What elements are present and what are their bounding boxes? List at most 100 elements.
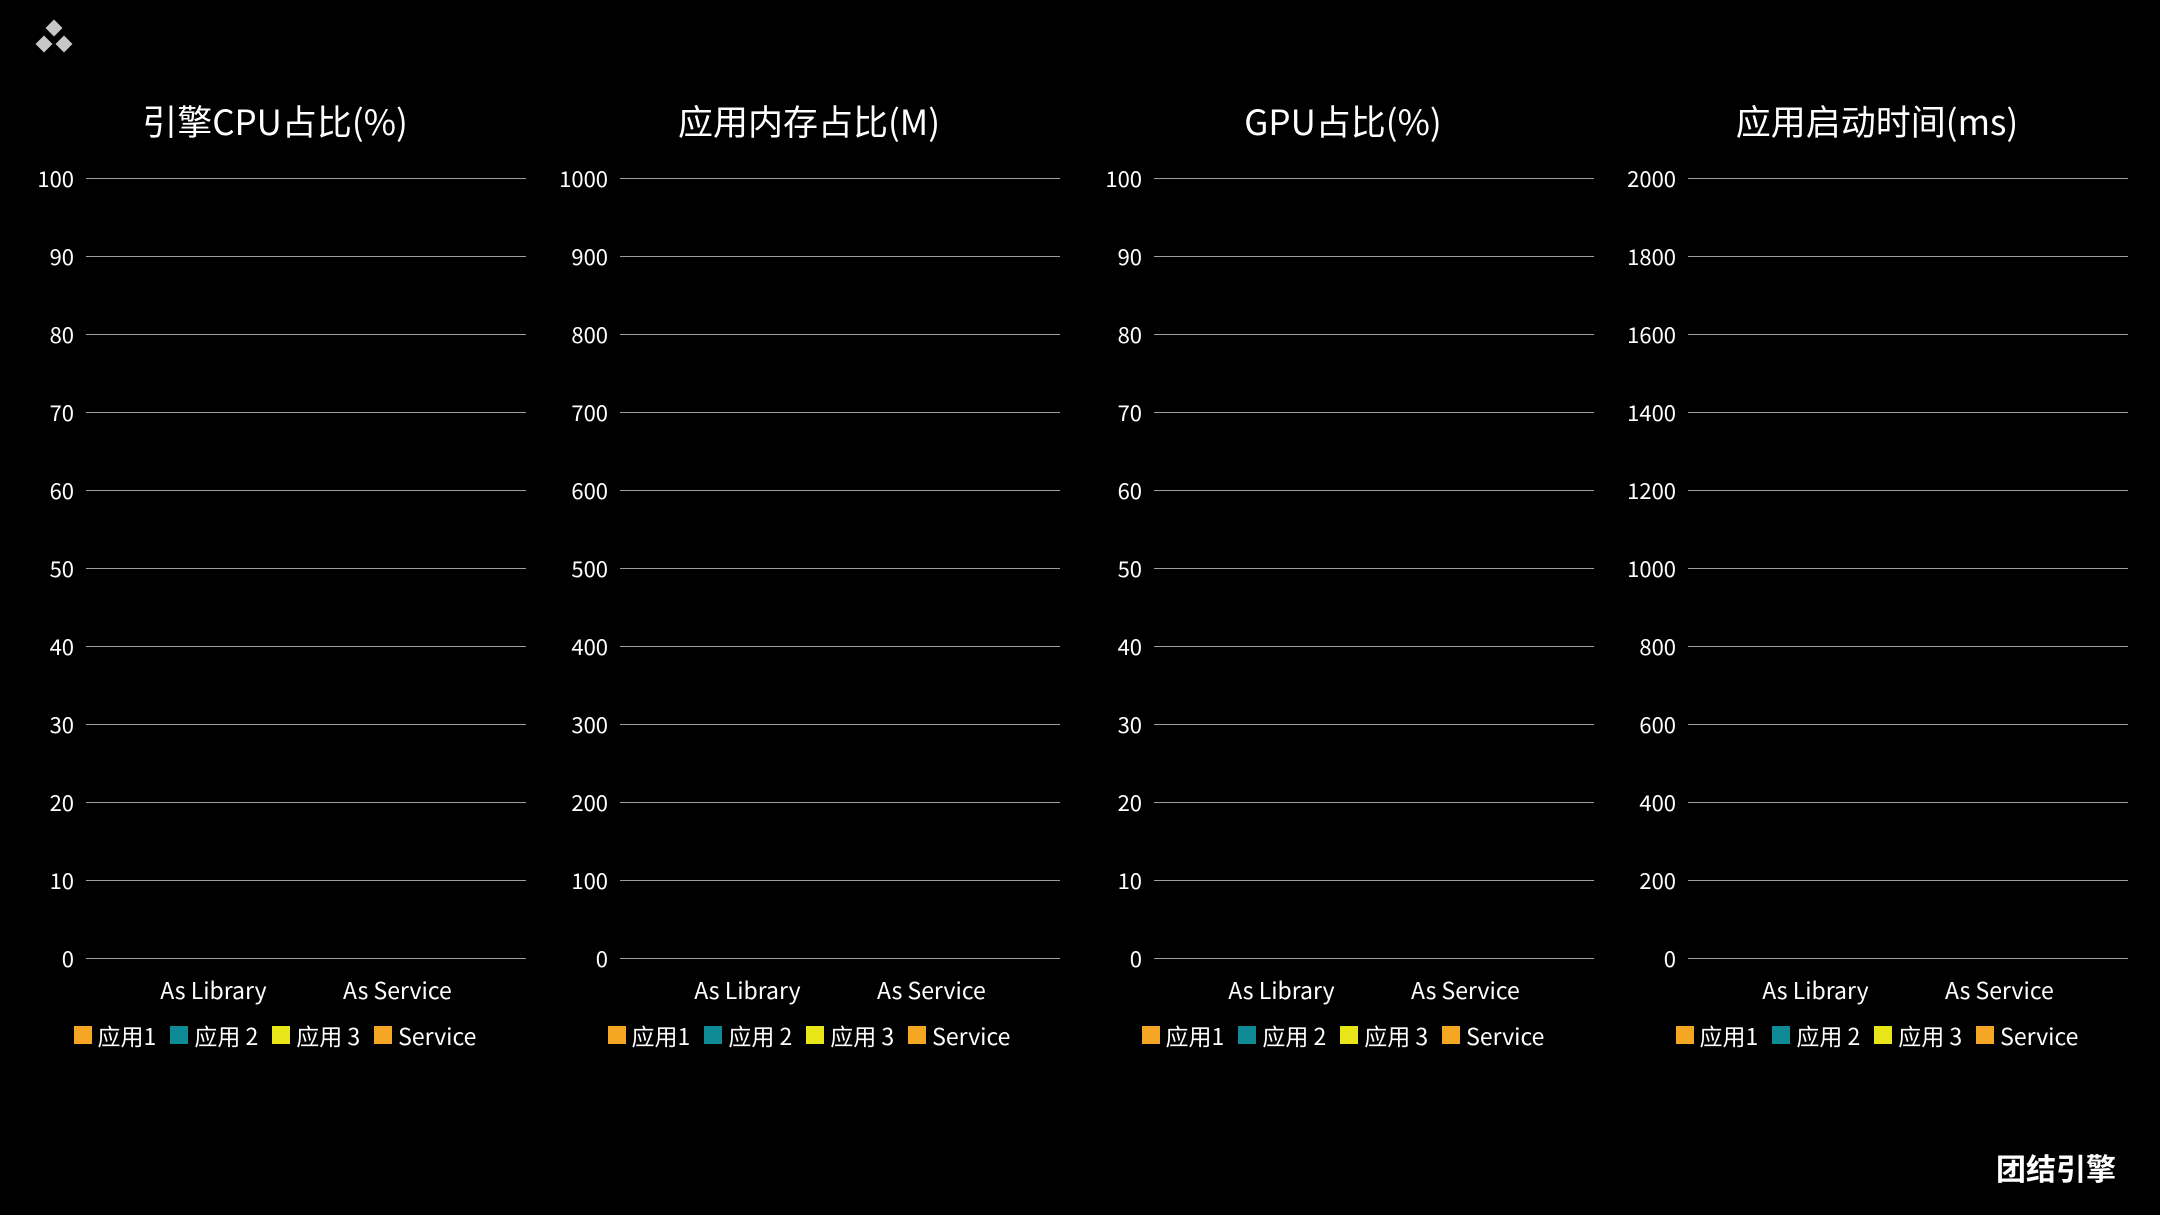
legend-label: 应用 3 [830, 1018, 894, 1052]
y-tick-label: 10 [50, 864, 74, 896]
plot-area: 0102030405060708090100 [1088, 178, 1598, 958]
y-tick-label: 40 [50, 630, 74, 662]
legend-swatch [1874, 1026, 1892, 1044]
legend-label: Service [1466, 1018, 1544, 1052]
chart-title: 引擎CPU占比(%) [20, 95, 530, 146]
legend-item: 应用 2 [1772, 1018, 1860, 1052]
plot [1688, 178, 2128, 958]
legend-label: 应用1 [98, 1018, 157, 1052]
legend: 应用1 应用 2 应用 3 Service [554, 1018, 1064, 1052]
legend-swatch [1772, 1026, 1790, 1044]
plot-area: 0102030405060708090100 [20, 178, 530, 958]
footer-brand: 团结引擎 [1996, 1145, 2116, 1189]
x-tick-label: As Service [877, 972, 986, 1006]
legend-swatch [704, 1026, 722, 1044]
y-tick-label: 0 [1130, 942, 1142, 974]
y-tick-label: 2000 [1627, 162, 1676, 194]
legend-swatch [374, 1026, 392, 1044]
stacked-bar-chart: 应用内存占比(M)0100200300400500600700800900100… [554, 95, 1064, 1052]
chart-title: 应用启动时间(ms) [1622, 95, 2132, 146]
x-tick-label: As Library [694, 972, 800, 1006]
x-axis-labels: As LibraryAs Service [86, 972, 526, 1006]
legend: 应用1应用 2应用 3Service [1088, 1018, 1598, 1052]
bar-group [1688, 178, 2128, 958]
bar-group [86, 178, 526, 958]
y-tick-label: 1000 [1627, 552, 1676, 584]
y-tick-label: 400 [571, 630, 608, 662]
y-tick-label: 10 [1118, 864, 1142, 896]
legend-label: Service [932, 1018, 1010, 1052]
legend-swatch [1238, 1026, 1256, 1044]
y-tick-label: 700 [571, 396, 608, 428]
slide: 引擎CPU占比(%)0102030405060708090100As Libra… [0, 0, 2160, 1215]
legend-label: 应用1 [632, 1018, 691, 1052]
x-tick-label: As Library [1762, 972, 1868, 1006]
x-axis-labels: As Library As Service [1688, 972, 2128, 1006]
legend-label: 应用 3 [296, 1018, 360, 1052]
legend-swatch [1340, 1026, 1358, 1044]
legend-item: 应用 2 [704, 1018, 792, 1052]
y-tick-label: 800 [571, 318, 608, 350]
legend-swatch [1976, 1026, 1994, 1044]
y-tick-label: 50 [1118, 552, 1142, 584]
y-tick-label: 100 [37, 162, 74, 194]
legend-label: Service [398, 1018, 476, 1052]
y-tick-label: 0 [62, 942, 74, 974]
y-tick-label: 100 [571, 864, 608, 896]
legend-item: 应用1 [608, 1018, 691, 1052]
plot [620, 178, 1060, 958]
x-axis-labels: As Library As Service [620, 972, 1060, 1006]
legend-swatch [608, 1026, 626, 1044]
legend-swatch [806, 1026, 824, 1044]
x-tick-label: As Service [1945, 972, 2054, 1006]
legend: 应用1 应用 2 应用 3 Service [1622, 1018, 2132, 1052]
legend-label: 应用 3 [1898, 1018, 1962, 1052]
y-tick-label: 40 [1118, 630, 1142, 662]
gridline [1154, 958, 1594, 959]
y-tick-label: 1600 [1627, 318, 1676, 350]
plot [86, 178, 526, 958]
stacked-bar-chart: GPU占比(%)0102030405060708090100As Library… [1088, 95, 1598, 1052]
legend-swatch [1676, 1026, 1694, 1044]
legend-label: 应用1 [1700, 1018, 1759, 1052]
chart-title: GPU占比(%) [1088, 95, 1598, 146]
legend-swatch [1442, 1026, 1460, 1044]
legend-item: 应用 3 [806, 1018, 894, 1052]
y-tick-label: 1200 [1627, 474, 1676, 506]
logo-icon [32, 18, 76, 67]
legend-label: Service [2000, 1018, 2078, 1052]
legend-label: 应用 2 [1796, 1018, 1860, 1052]
x-tick-label: As Library [160, 972, 266, 1006]
stacked-bar-chart: 应用启动时间(ms)020040060080010001200140016001… [1622, 95, 2132, 1052]
x-tick-label: As Service [1411, 972, 1520, 1006]
y-tick-label: 60 [1118, 474, 1142, 506]
y-tick-label: 90 [50, 240, 74, 272]
y-tick-label: 200 [571, 786, 608, 818]
legend-item: Service [1976, 1018, 2078, 1052]
x-axis-labels: As LibraryAs Service [1154, 972, 1594, 1006]
y-axis-labels: 0102030405060708090100 [1088, 178, 1148, 958]
y-tick-label: 900 [571, 240, 608, 272]
legend-item: Service [908, 1018, 1010, 1052]
gridline [86, 958, 526, 959]
legend-swatch [272, 1026, 290, 1044]
y-tick-label: 800 [1639, 630, 1676, 662]
legend: 应用1应用 2应用 3Service [20, 1018, 530, 1052]
y-tick-label: 0 [596, 942, 608, 974]
y-tick-label: 30 [1118, 708, 1142, 740]
legend-label: 应用1 [1166, 1018, 1225, 1052]
gridline [620, 958, 1060, 959]
bar-group [1154, 178, 1594, 958]
legend-swatch [170, 1026, 188, 1044]
legend-item: 应用 3 [1874, 1018, 1962, 1052]
plot-area: 01002003004005006007008009001000 [554, 178, 1064, 958]
chart-title: 应用内存占比(M) [554, 95, 1064, 146]
legend-item: Service [374, 1018, 476, 1052]
y-axis-labels: 0200400600800100012001400160018002000 [1622, 178, 1682, 958]
y-tick-label: 30 [50, 708, 74, 740]
legend-swatch [1142, 1026, 1160, 1044]
y-tick-label: 200 [1639, 864, 1676, 896]
legend-item: 应用 3 [272, 1018, 360, 1052]
plot [1154, 178, 1594, 958]
legend-label: 应用 3 [1364, 1018, 1428, 1052]
